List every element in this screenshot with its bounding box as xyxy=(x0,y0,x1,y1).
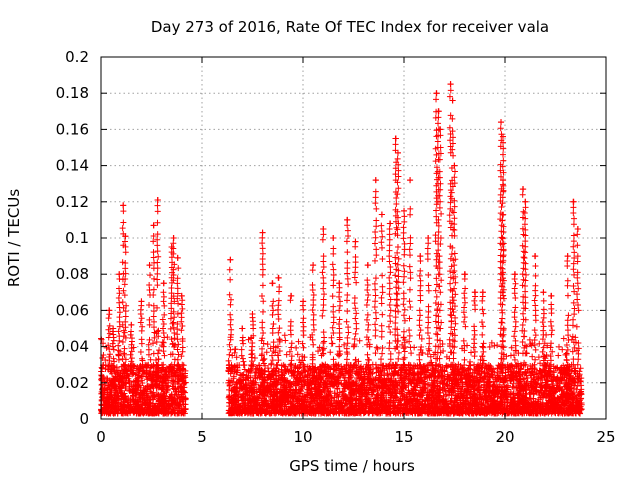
data-point xyxy=(154,328,161,335)
data-point xyxy=(259,357,266,364)
data-point xyxy=(131,399,138,406)
data-point xyxy=(535,354,542,361)
data-point xyxy=(555,343,562,350)
data-point xyxy=(555,352,562,359)
data-point xyxy=(559,346,566,353)
data-point xyxy=(107,351,114,358)
data-point xyxy=(282,337,289,344)
data-point xyxy=(171,400,178,407)
data-point xyxy=(577,365,584,372)
data-point xyxy=(529,353,536,360)
data-point xyxy=(178,389,185,396)
data-point xyxy=(164,387,171,394)
data-point xyxy=(156,347,163,354)
data-point xyxy=(281,332,288,339)
data-point xyxy=(126,386,133,393)
data-point xyxy=(99,365,106,372)
data-point xyxy=(283,351,290,358)
data-point xyxy=(418,343,425,350)
data-point xyxy=(172,379,179,386)
data-point xyxy=(536,340,543,347)
data-point xyxy=(315,348,322,355)
data-point xyxy=(365,336,372,343)
data-point xyxy=(327,349,334,356)
data-point xyxy=(144,386,151,393)
data-points xyxy=(98,81,585,417)
data-point xyxy=(174,362,181,369)
data-point xyxy=(180,384,187,391)
data-point xyxy=(241,361,248,368)
data-point xyxy=(102,357,109,364)
data-point xyxy=(182,379,189,386)
data-point xyxy=(401,354,408,361)
data-point xyxy=(468,349,475,356)
data-point xyxy=(511,333,518,340)
data-point xyxy=(363,334,370,341)
